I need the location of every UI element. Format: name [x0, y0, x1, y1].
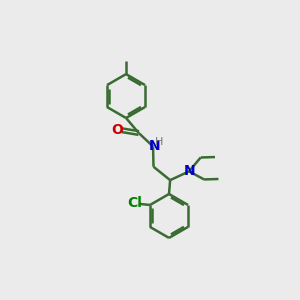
Text: O: O: [111, 123, 123, 136]
Text: H: H: [155, 137, 164, 147]
Text: N: N: [184, 164, 196, 178]
Text: N: N: [148, 139, 160, 153]
Text: Cl: Cl: [127, 196, 142, 210]
